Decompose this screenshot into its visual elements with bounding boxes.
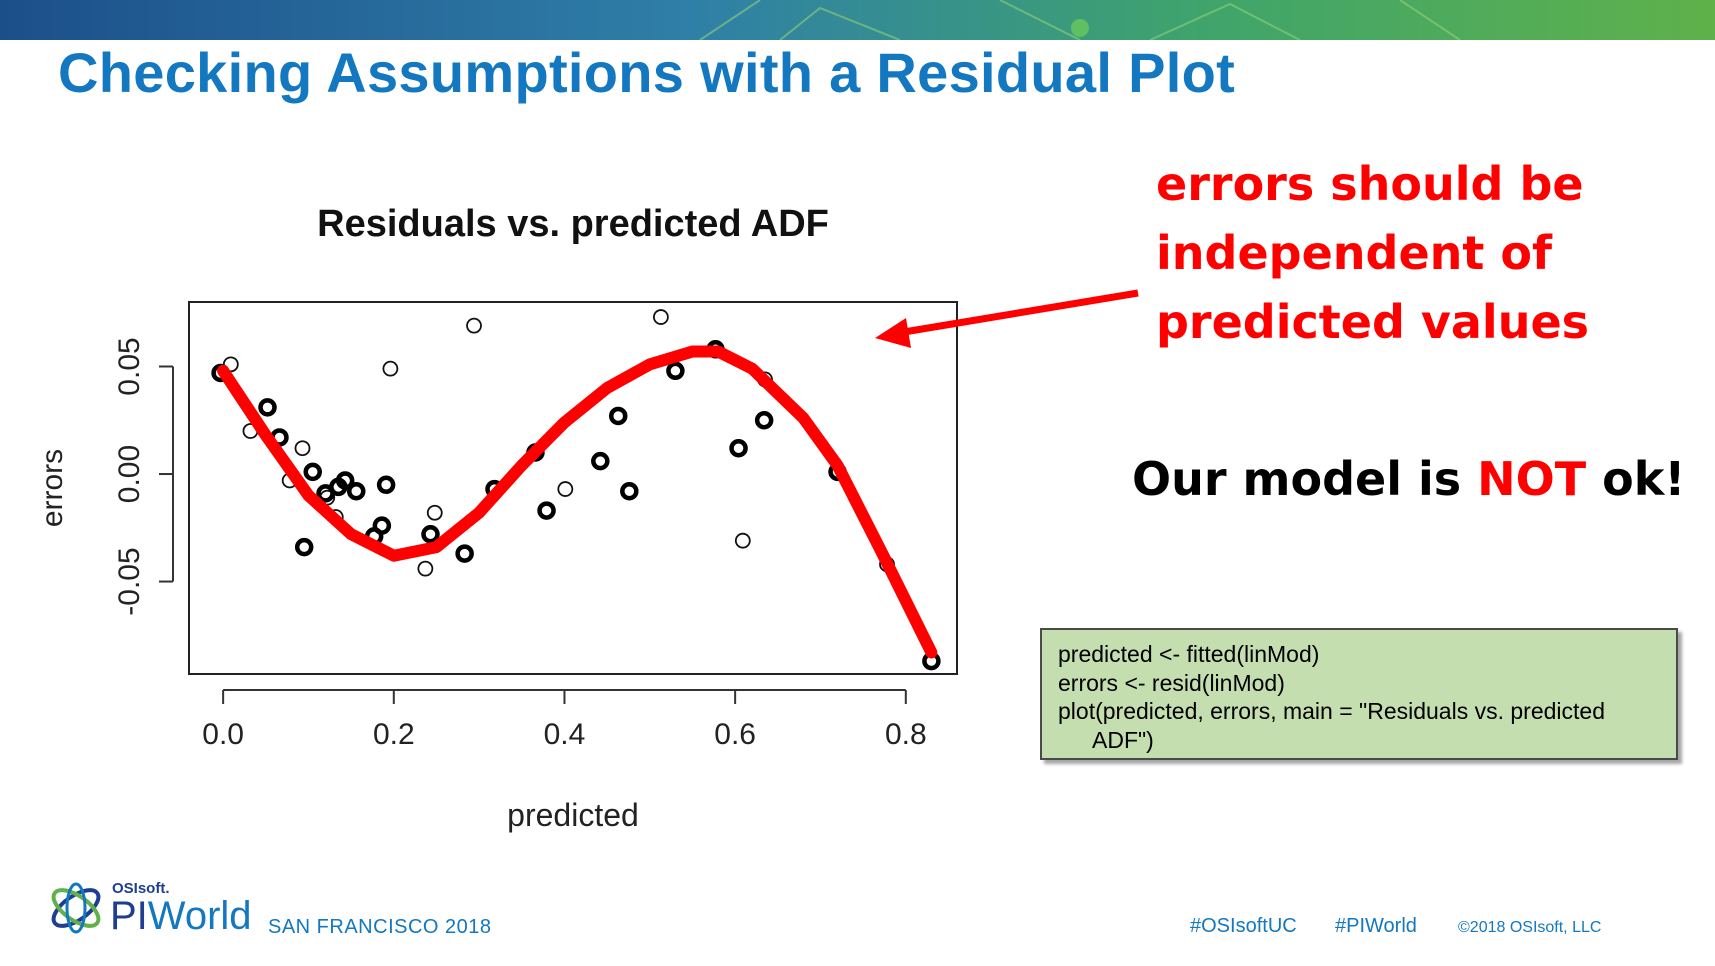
- code-line-3: plot(predicted, errors, main = "Residual…: [1058, 698, 1605, 724]
- verdict-prefix: Our model is: [1132, 452, 1478, 506]
- y-tick-label: 0.00: [113, 445, 146, 503]
- scatter-point: [382, 360, 399, 377]
- piworld-logo-icon: [51, 882, 101, 934]
- y-axis: -0.05 0.00 0.05: [113, 337, 174, 616]
- top-banner: [0, 0, 1715, 40]
- scatter-point-bold: [620, 481, 639, 501]
- x-tick-label: 0.2: [373, 718, 415, 751]
- trend-line: [217, 345, 938, 659]
- scatter-point-bold: [754, 411, 774, 430]
- scatter-point: [294, 440, 311, 457]
- hashtag-osisoftuc: #OSIsoftUC: [1190, 915, 1297, 937]
- scatter-point-bold: [303, 462, 322, 482]
- code-line-1: predicted <- fitted(linMod): [1058, 641, 1320, 667]
- event-city: SAN FRANCISCO 2018: [268, 916, 492, 938]
- brand-pi: PI: [110, 894, 148, 938]
- code-box: predicted <- fitted(linMod) errors <- re…: [1040, 628, 1678, 760]
- code-line-2: errors <- resid(linMod): [1058, 669, 1285, 696]
- brand-world: World: [147, 894, 252, 938]
- chart-title: Residuals vs. predicted ADF: [317, 203, 829, 245]
- x-tick-label: 0.0: [202, 718, 244, 751]
- code-line-4: ADF"): [1092, 726, 1154, 753]
- light-points: [222, 309, 895, 577]
- brand-osisoft: OSIsoft.: [112, 880, 170, 897]
- scatter-point-bold: [666, 361, 685, 381]
- plot-frame: [188, 301, 958, 675]
- copyright: ©2018 OSIsoft, LLC: [1458, 919, 1602, 936]
- y-axis-label: errors: [36, 449, 69, 527]
- x-tick-label: 0.8: [885, 718, 927, 751]
- callout-arrow-head: [875, 318, 911, 348]
- y-tick-label: 0.05: [113, 337, 146, 395]
- scatter-point: [734, 532, 751, 549]
- scatter-point-bold: [258, 398, 277, 417]
- scatter-point: [466, 317, 482, 334]
- callout-line-1: errors should be: [1156, 157, 1584, 211]
- hashtag-piworld: #PIWorld: [1335, 915, 1417, 937]
- scatter-point: [426, 504, 443, 521]
- callout-arrow-line: [897, 289, 1139, 337]
- scatter-point-bold: [537, 501, 556, 520]
- callout-line-2: independent of: [1156, 226, 1553, 280]
- scatter-point-bold: [608, 406, 628, 426]
- verdict-text: Our model is NOT ok!: [1132, 452, 1685, 506]
- scatter-point-bold: [294, 537, 314, 557]
- y-tick-label: -0.05: [113, 547, 146, 615]
- scatter-point-bold: [372, 516, 392, 535]
- scatter-point-bold: [729, 438, 748, 458]
- scatter-point-bold: [591, 451, 610, 471]
- scatter-point: [557, 481, 574, 497]
- x-axis: 0.0 0.2 0.4 0.6 0.8: [202, 689, 927, 751]
- scatter-point-bold: [455, 544, 474, 563]
- residual-chart: Residuals vs. predicted ADF 0.0 0.2 0.4 0.6…: [36, 203, 1139, 833]
- brand-piworld: PIWorld: [110, 894, 252, 939]
- scatter-point: [652, 309, 669, 325]
- callout-line-3: predicted values: [1156, 295, 1590, 349]
- x-tick-label: 0.4: [544, 718, 586, 751]
- x-axis-label: predicted: [507, 797, 639, 833]
- verdict-emphasis: NOT: [1477, 452, 1587, 506]
- scatter-point: [417, 560, 434, 577]
- callout-text: errors should be independent of predicte…: [1156, 150, 1589, 357]
- scatter-point-bold: [376, 475, 396, 495]
- slide-title: Checking Assumptions with a Residual Plo…: [58, 41, 1236, 104]
- verdict-suffix: ok!: [1586, 452, 1686, 506]
- scatter-point-bold: [347, 481, 366, 501]
- scatter-point-bold: [421, 524, 440, 544]
- x-tick-label: 0.6: [714, 718, 756, 751]
- scatter-point-bold: [335, 471, 355, 490]
